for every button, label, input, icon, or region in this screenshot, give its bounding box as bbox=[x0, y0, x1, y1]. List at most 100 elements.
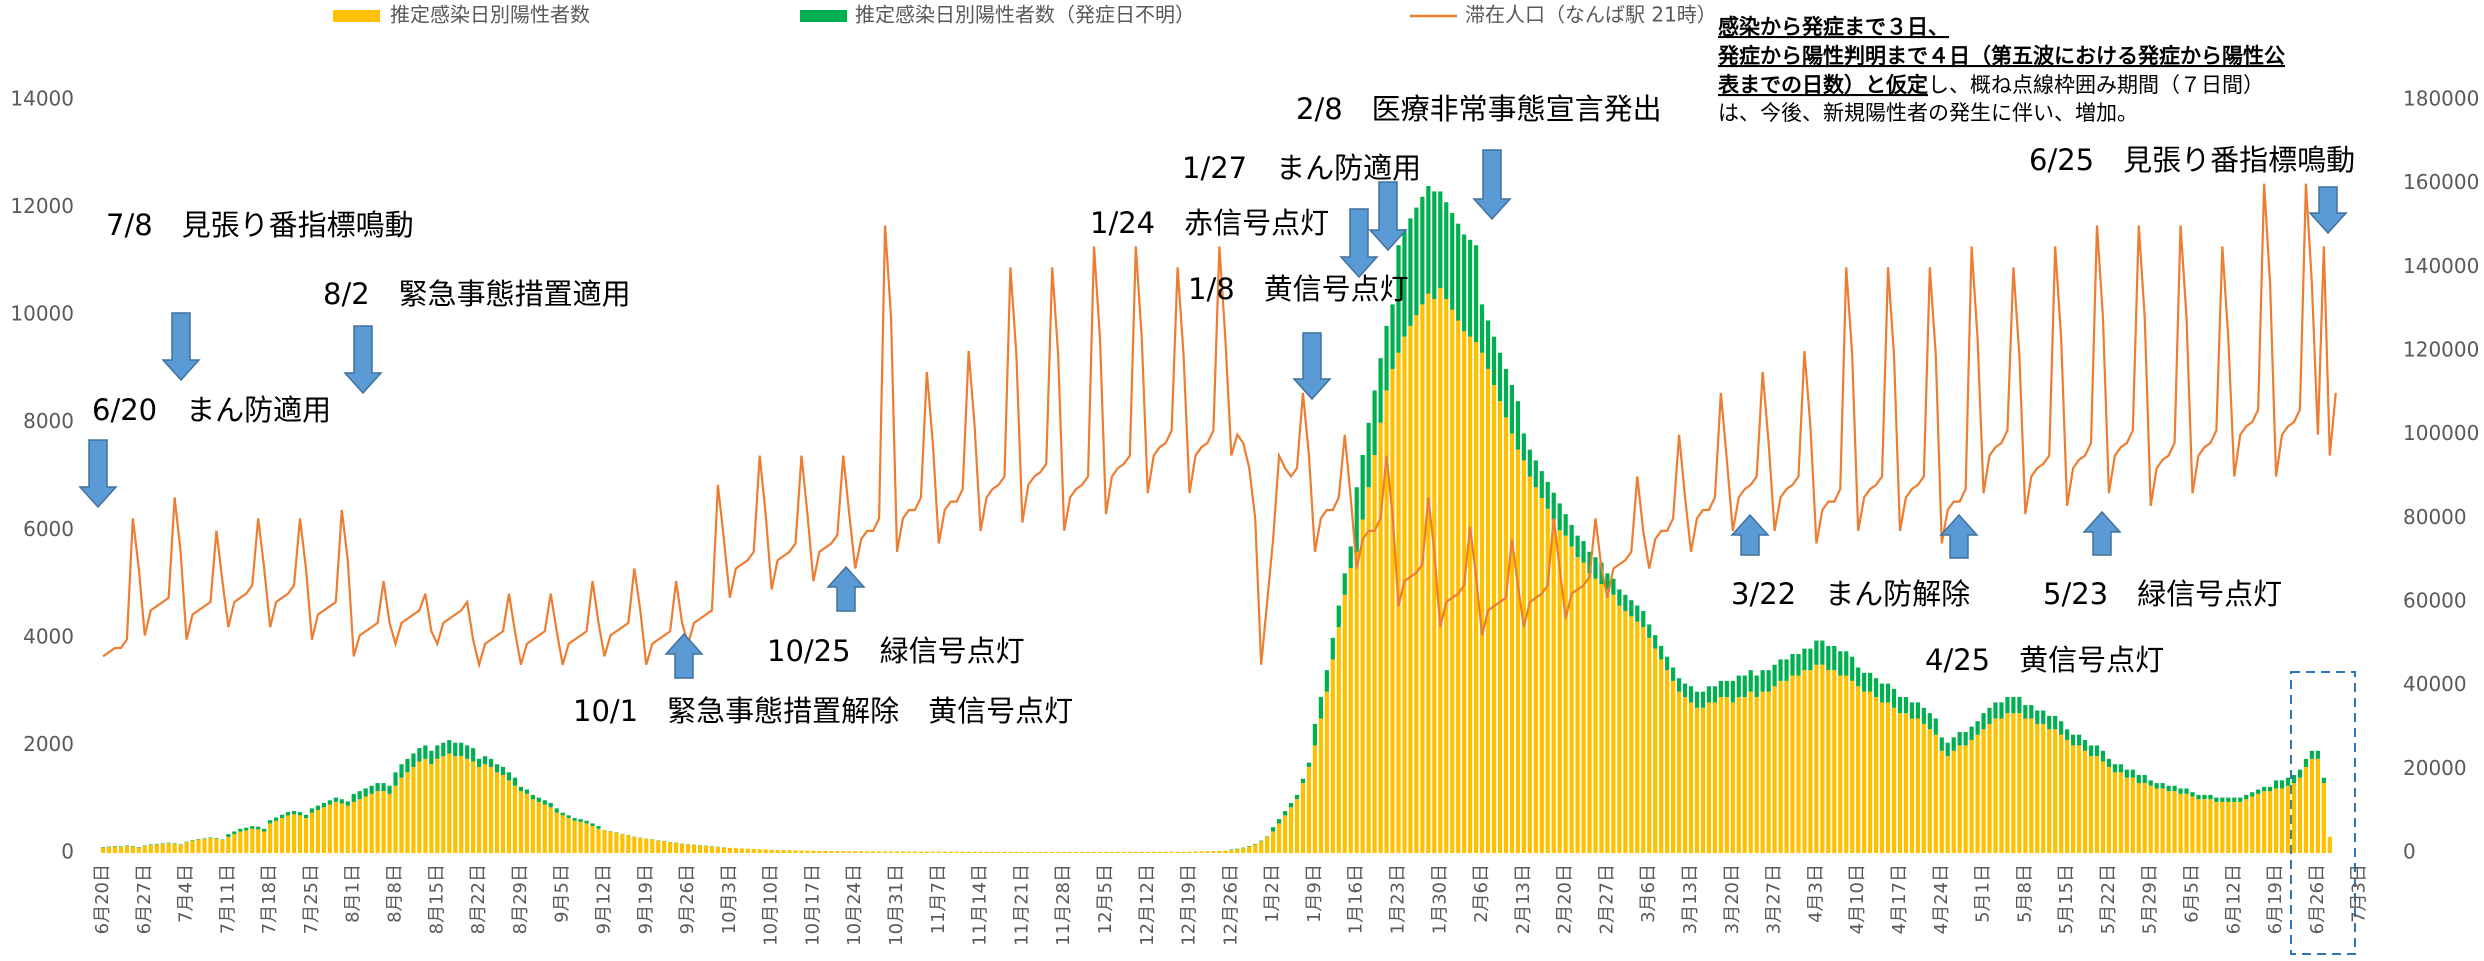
bar bbox=[423, 758, 428, 853]
bar bbox=[494, 772, 500, 853]
bar bbox=[978, 851, 983, 853]
bar bbox=[996, 851, 1001, 853]
bar bbox=[1456, 223, 1461, 321]
bar bbox=[429, 764, 434, 853]
bar bbox=[1575, 557, 1580, 853]
bar bbox=[2148, 780, 2153, 786]
annotation-arrow bbox=[2082, 510, 2122, 556]
bar bbox=[435, 745, 440, 759]
bar bbox=[894, 851, 900, 853]
x-tick-label: 8月8日 bbox=[385, 864, 406, 923]
x-tick-label: 3月13日 bbox=[1680, 864, 1701, 934]
bar bbox=[596, 828, 601, 853]
bar bbox=[1772, 664, 1777, 687]
bar bbox=[1676, 691, 1682, 853]
bar bbox=[1336, 627, 1341, 853]
x-tick-label: 9月19日 bbox=[635, 864, 656, 934]
bar bbox=[703, 846, 709, 853]
y2-tick-label: 60000 bbox=[2403, 589, 2467, 613]
x-tick-label: 7月3日 bbox=[2349, 864, 2370, 923]
bar bbox=[2226, 797, 2231, 802]
y2-tick-label: 120000 bbox=[2403, 338, 2479, 362]
bar bbox=[1951, 737, 1956, 751]
bar bbox=[1462, 331, 1467, 853]
bar bbox=[674, 842, 679, 853]
bar bbox=[226, 836, 231, 853]
bar bbox=[2112, 764, 2117, 773]
bar bbox=[1479, 352, 1485, 853]
x-tick-label: 10月24日 bbox=[844, 864, 865, 946]
bar bbox=[1778, 680, 1783, 853]
bar bbox=[1903, 697, 1909, 714]
bar bbox=[1169, 851, 1174, 853]
bar bbox=[1969, 726, 1974, 741]
bar bbox=[608, 831, 613, 853]
annotation: 10/25 緑信号点灯 bbox=[767, 634, 1025, 668]
bar bbox=[542, 804, 547, 853]
bar bbox=[1832, 670, 1837, 853]
bar bbox=[1288, 802, 1294, 808]
bar bbox=[178, 844, 183, 845]
bar bbox=[1742, 697, 1747, 853]
bar bbox=[220, 839, 225, 841]
bar bbox=[1330, 659, 1335, 853]
bar bbox=[435, 758, 440, 853]
bar bbox=[1999, 718, 2004, 853]
bar bbox=[1288, 807, 1294, 853]
bar bbox=[817, 850, 822, 853]
bar bbox=[124, 846, 129, 853]
x-tick-label: 3月27日 bbox=[1764, 864, 1785, 934]
bar bbox=[1420, 196, 1425, 305]
note-text: 感染から発症まで３日、 bbox=[1718, 15, 1949, 39]
bar bbox=[118, 846, 124, 848]
y2-tick-label: 140000 bbox=[2403, 254, 2479, 278]
bar bbox=[1139, 851, 1144, 853]
bar bbox=[2244, 799, 2249, 853]
x-tick-label: 11月21日 bbox=[1011, 864, 1032, 946]
bar bbox=[1521, 460, 1526, 853]
annotation: 1/27 まん防適用 bbox=[1182, 151, 1421, 185]
bar bbox=[1462, 234, 1467, 332]
bar bbox=[1491, 385, 1497, 853]
bar bbox=[1217, 850, 1222, 853]
bar bbox=[1653, 648, 1658, 853]
bar bbox=[1921, 707, 1926, 724]
bar bbox=[1294, 794, 1300, 800]
bar bbox=[1044, 851, 1049, 853]
bar bbox=[1963, 731, 1968, 746]
bar bbox=[2005, 713, 2010, 853]
bar bbox=[1850, 680, 1855, 853]
note-text: 発症から陽性判明まで４日（第五波における発症から陽性公 bbox=[1717, 44, 2285, 68]
bar bbox=[1193, 851, 1198, 853]
bar bbox=[393, 785, 398, 853]
bar bbox=[2154, 788, 2159, 853]
bar bbox=[1647, 637, 1652, 853]
bar bbox=[2065, 740, 2070, 853]
bar bbox=[2071, 734, 2076, 746]
bar bbox=[1915, 718, 1920, 853]
bar bbox=[2268, 786, 2273, 792]
bar bbox=[775, 849, 780, 853]
bar bbox=[2273, 788, 2279, 853]
bar bbox=[2041, 723, 2046, 853]
bar bbox=[1539, 498, 1544, 853]
note-line: 発症から陽性判明まで４日（第五波における発症から陽性公 bbox=[1717, 44, 2285, 68]
bar bbox=[2071, 745, 2076, 853]
annotation-arrow bbox=[1939, 513, 1979, 559]
bar bbox=[2297, 777, 2303, 853]
x-tick-label: 4月24日 bbox=[1931, 864, 1952, 934]
bar bbox=[172, 843, 177, 853]
bar bbox=[1408, 325, 1413, 853]
x-tick-label: 10月3日 bbox=[719, 864, 740, 934]
bar bbox=[1623, 594, 1628, 611]
y2-tick-label: 80000 bbox=[2403, 505, 2467, 529]
bar bbox=[220, 840, 225, 853]
bar bbox=[1802, 670, 1807, 853]
bar bbox=[548, 807, 553, 853]
bar bbox=[1557, 503, 1562, 531]
bar bbox=[1981, 713, 1986, 730]
x-tick-label: 1月16日 bbox=[1346, 864, 1367, 934]
bar bbox=[494, 764, 500, 773]
bar bbox=[1527, 449, 1532, 477]
bar bbox=[381, 791, 386, 853]
